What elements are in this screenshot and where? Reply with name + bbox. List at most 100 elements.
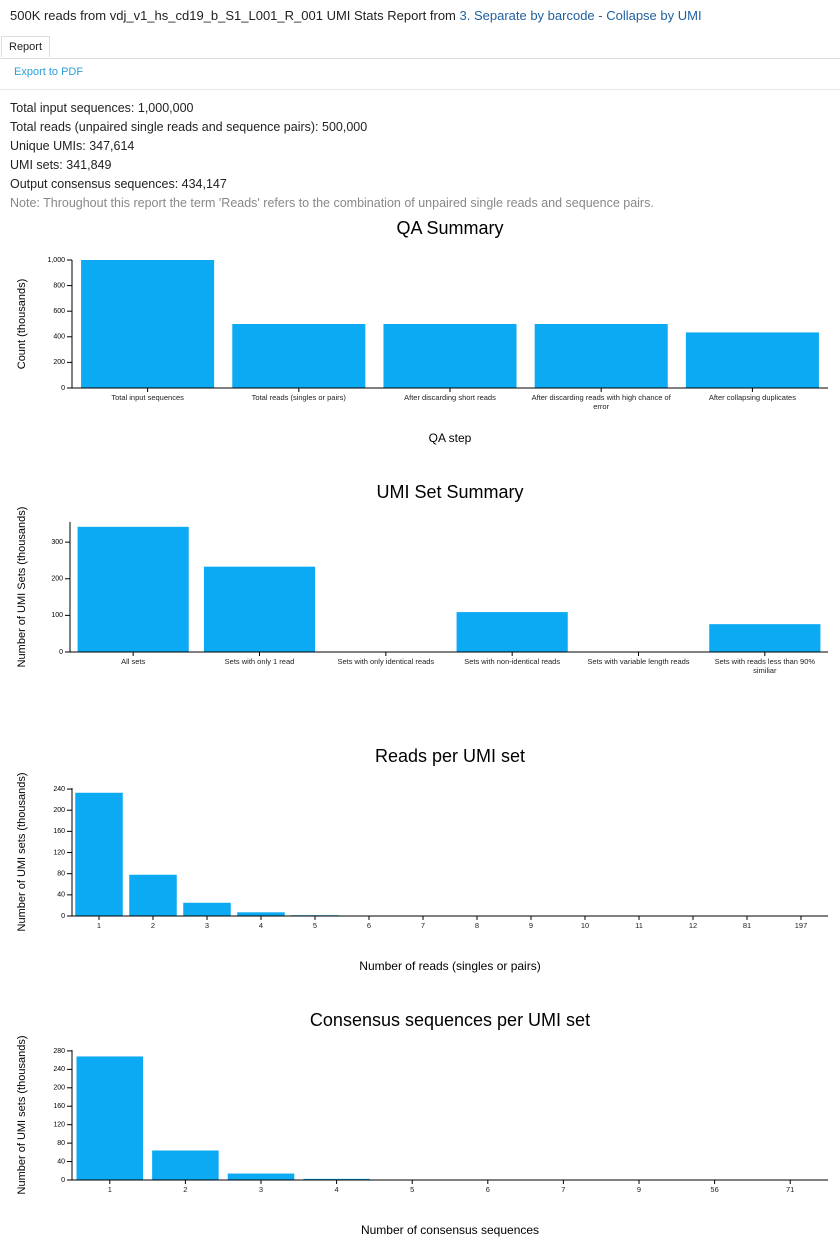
x-tick-label-box: After discarding reads with high chance … (531, 393, 671, 411)
y-tick-label: 240 (53, 1066, 65, 1073)
y-tick-label: 200 (53, 807, 65, 814)
x-tick-label-box: 9 (637, 1185, 641, 1194)
y-tick-label: 400 (53, 334, 65, 341)
x-tick-label-box: 8 (474, 921, 480, 930)
x-tick-label-box: 1 (107, 1185, 112, 1194)
x-tick-label-box: 4 (334, 1185, 339, 1194)
x-tick-label-box: 12 (689, 921, 697, 930)
x-tick-label: 1 (96, 921, 102, 930)
x-tick-label-box: 1 (96, 921, 102, 930)
separator (0, 89, 840, 90)
header-link[interactable]: 3. Separate by barcode - Collapse by UMI (459, 8, 702, 23)
y-tick-label: 120 (53, 1122, 65, 1129)
x-tick-label: 2 (183, 1185, 188, 1194)
bar (227, 1173, 295, 1180)
y-tick-label: 0 (61, 1177, 65, 1184)
stat: UMI sets: 341,849 (10, 158, 112, 172)
x-tick-label-box: Sets with variable length reads (587, 657, 690, 666)
y-tick-label: 160 (53, 828, 65, 835)
y-axis-label: Number of UMI sets (thousands) (16, 1036, 28, 1195)
x-tick-label-box: 2 (151, 921, 155, 930)
x-tick-label-box: 10 (580, 921, 590, 930)
x-tick-label: Sets with variable length reads (587, 657, 690, 666)
bar (152, 1150, 219, 1180)
x-tick-label: 1 (107, 1185, 112, 1194)
x-tick-label-box: 7 (421, 921, 425, 930)
bar (534, 324, 668, 388)
x-tick-label: Sets with non-identical reads (464, 657, 561, 666)
x-tick-label: 197 (794, 921, 808, 930)
x-tick-label-box: 5 (313, 921, 317, 930)
x-tick-label: 81 (742, 921, 752, 930)
note: Note: Throughout this report the term 'R… (10, 196, 654, 210)
x-tick-label-box: Sets with only identical reads (337, 657, 435, 666)
x-tick-label-box: All sets (121, 657, 146, 666)
y-tick-label: 200 (51, 576, 63, 583)
x-tick-label-box: After collapsing duplicates (708, 393, 796, 402)
y-tick-label: 0 (61, 385, 65, 392)
x-tick-label: Sets with only 1 read (224, 657, 295, 666)
x-tick-label: 3 (258, 1185, 264, 1194)
x-tick-label: 56 (710, 1185, 719, 1194)
y-tick-label: 120 (53, 849, 65, 856)
header-title: 500K reads from vdj_v1_hs_cd19_b_S1_L001… (10, 8, 456, 23)
y-tick-label: 1,000 (47, 257, 65, 264)
bar (203, 566, 316, 652)
y-tick-label: 80 (57, 1140, 65, 1147)
bar (129, 874, 177, 916)
x-tick-label-box: 6 (366, 921, 372, 930)
y-tick-label: 300 (51, 539, 63, 546)
y-tick-label: 200 (53, 359, 65, 366)
stat: Total input sequences: 1,000,000 (10, 101, 194, 115)
y-tick-label: 280 (53, 1048, 65, 1055)
x-tick-label-box: Sets with non-identical reads (464, 657, 561, 666)
bar (232, 324, 366, 388)
x-tick-label-box: After discarding short reads (404, 393, 496, 402)
x-tick-label: All sets (121, 657, 146, 666)
x-tick-label: 4 (334, 1185, 339, 1194)
x-tick-label-box: 81 (742, 921, 752, 930)
y-tick-label: 40 (57, 1158, 65, 1165)
x-tick-label: After discarding reads with high chance … (531, 393, 671, 411)
x-tick-label-box: 11 (635, 921, 643, 930)
x-tick-label: After discarding short reads (404, 393, 496, 402)
x-tick-label: 6 (366, 921, 372, 930)
chart-title: Consensus sequences per UMI set (310, 1010, 590, 1030)
bar (685, 332, 819, 388)
bar (709, 624, 821, 652)
x-axis-label: QA step (429, 431, 472, 445)
x-tick-label-box: 71 (786, 1185, 794, 1194)
y-tick-label: 600 (53, 308, 65, 315)
x-tick-label: 4 (258, 921, 264, 930)
x-tick-label: Total input sequences (111, 393, 184, 402)
bar (237, 912, 285, 916)
bar (183, 902, 231, 916)
y-tick-label: 0 (61, 913, 65, 920)
x-tick-label: 10 (580, 921, 590, 930)
export-link[interactable]: Export to PDF (14, 66, 84, 78)
stat: Total reads (unpaired single reads and s… (10, 120, 368, 134)
x-tick-label: 8 (474, 921, 480, 930)
y-tick-label: 240 (53, 786, 65, 793)
bar (75, 792, 123, 916)
x-tick-label-box: 2 (183, 1185, 188, 1194)
x-tick-label-box: Sets with only 1 read (224, 657, 295, 666)
x-tick-label: 11 (635, 921, 643, 930)
x-tick-label: 7 (561, 1185, 566, 1194)
tab[interactable]: Report (1, 36, 51, 57)
y-tick-label: 800 (53, 282, 65, 289)
chart-title: QA Summary (396, 218, 503, 238)
chart-title: UMI Set Summary (376, 482, 523, 502)
x-tick-label: Total reads (singles or pairs) (251, 393, 346, 402)
x-tick-label: Sets with reads less than 90% similiar (714, 657, 816, 675)
x-tick-label: 6 (485, 1185, 490, 1194)
x-axis-label: Number of reads (singles or pairs) (359, 959, 540, 973)
y-axis-label: Number of UMI sets (thousands) (16, 773, 28, 932)
x-tick-label: 9 (528, 921, 534, 930)
x-tick-label: After collapsing duplicates (708, 393, 796, 402)
x-tick-label-box: 3 (205, 921, 209, 930)
x-tick-label: Sets with only identical reads (337, 657, 435, 666)
y-tick-label: 40 (57, 892, 65, 899)
